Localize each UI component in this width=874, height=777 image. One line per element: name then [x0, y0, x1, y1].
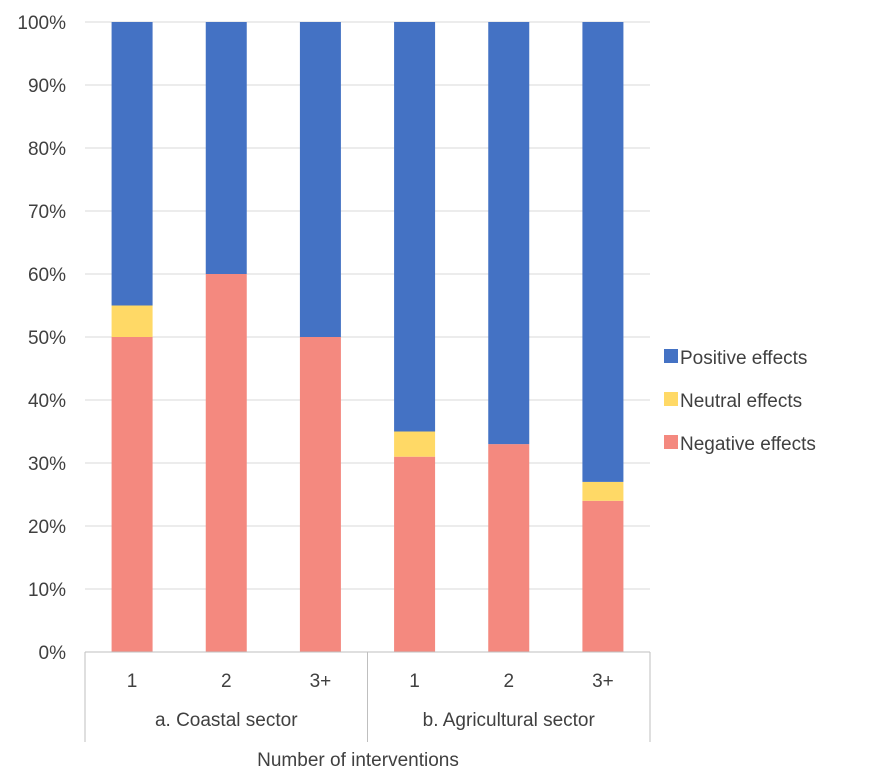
x-tick-label: 2 — [221, 671, 232, 692]
y-axis-tick-labels: 0% 10% 20% 30% 40% 50% 60% 70% 80% 90% 100% — [17, 13, 66, 664]
bar-segment — [111, 305, 153, 337]
y-tick-label: 30% — [28, 454, 66, 475]
x-axis-title: Number of interventions — [257, 750, 459, 771]
bar-segment — [394, 22, 436, 432]
bar-segment — [582, 500, 624, 652]
bar-segment — [205, 274, 247, 652]
y-tick-label: 20% — [28, 517, 66, 538]
x-group-label: b. Agricultural sector — [423, 710, 596, 731]
y-tick-label: 50% — [28, 328, 66, 349]
x-tick-label: 1 — [409, 671, 420, 692]
x-group-label: a. Coastal sector — [155, 710, 298, 731]
bar-segment — [299, 22, 341, 337]
legend-entry: Negative effects — [680, 434, 816, 455]
bar-segment — [205, 22, 247, 274]
bar-segment — [488, 444, 530, 652]
gridlines — [85, 21, 650, 590]
y-tick-label: 10% — [28, 580, 66, 601]
bar-segment — [394, 456, 436, 652]
y-tick-label: 70% — [28, 202, 66, 223]
legend-swatch — [664, 435, 678, 449]
bar-segment — [299, 337, 341, 652]
bar-segment — [488, 22, 530, 445]
legend-entry: Neutral effects — [680, 391, 802, 412]
bar-segment — [582, 22, 624, 482]
legend-entry: Positive effects — [680, 348, 807, 369]
bar-segment — [111, 337, 153, 652]
y-tick-label: 60% — [28, 265, 66, 286]
x-tick-label: 3+ — [592, 671, 614, 692]
bar-segment — [111, 22, 153, 306]
y-tick-label: 80% — [28, 139, 66, 160]
y-tick-label: 90% — [28, 76, 66, 97]
bar-segment — [394, 431, 436, 457]
x-tick-label: 1 — [127, 671, 138, 692]
bar-segment — [582, 481, 624, 501]
x-tick-label: 3+ — [310, 671, 332, 692]
x-tick-label: 2 — [503, 671, 514, 692]
legend-swatch — [664, 392, 678, 406]
y-tick-label: 0% — [39, 643, 67, 664]
legend-swatch — [664, 349, 678, 363]
legend: Positive effects Neutral effects Negative … — [664, 348, 816, 455]
y-tick-label: 40% — [28, 391, 66, 412]
bars — [111, 22, 624, 652]
x-axis: 1 2 3+ a. Coastal sector 1 2 3+ b. Agricultural… — [84, 651, 651, 742]
y-tick-label: 100% — [17, 13, 66, 34]
